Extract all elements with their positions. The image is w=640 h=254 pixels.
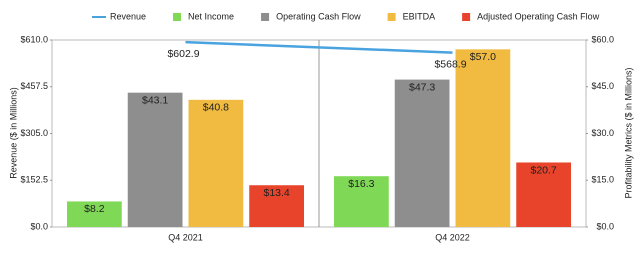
x-tick-label: Q4 2021 xyxy=(168,232,203,242)
legend-label: Operating Cash Flow xyxy=(276,11,361,21)
y-tick-label: $305.0 xyxy=(20,128,48,138)
bar-value-label: $8.2 xyxy=(84,203,105,215)
bar xyxy=(127,92,183,228)
x-tick-label: Q4 2022 xyxy=(435,232,470,242)
legend-swatch xyxy=(387,13,396,21)
bar-value-label: $13.4 xyxy=(263,187,289,199)
line-value-label: $602.9 xyxy=(167,48,199,60)
y-axis-label: Revenue ($ in Millions) xyxy=(8,87,18,179)
y-tick-label: $610.0 xyxy=(20,34,48,44)
bar-value-label: $20.7 xyxy=(530,164,556,176)
bar xyxy=(455,49,511,227)
y2-tick-label: $15.0 xyxy=(591,175,614,185)
y-tick-label: $152.5 xyxy=(20,175,48,185)
line-value-label: $568.9 xyxy=(434,58,466,70)
legend-label: Revenue xyxy=(110,11,146,21)
y-tick-label: $457.5 xyxy=(20,81,48,91)
bar xyxy=(394,79,450,227)
legend-swatch xyxy=(261,13,270,21)
bar-value-label: $57.0 xyxy=(470,51,496,63)
y2-axis-label: Profitability Metrics ($ in Millions) xyxy=(623,67,633,198)
bar xyxy=(334,176,389,227)
bar xyxy=(249,185,304,227)
y2-tick-label: $45.0 xyxy=(591,81,614,91)
y2-tick-label: $60.0 xyxy=(591,34,614,44)
legend-label: Adjusted Operating Cash Flow xyxy=(477,11,600,21)
y-tick-label: $0.0 xyxy=(30,221,48,231)
bar-value-label: $43.1 xyxy=(142,94,168,106)
y2-tick-label: $30.0 xyxy=(591,128,614,138)
bar xyxy=(188,99,244,227)
legend-swatch xyxy=(462,13,471,21)
y2-tick-label: $0.0 xyxy=(596,221,614,231)
legend-label: Net Income xyxy=(188,11,234,21)
legend-swatch xyxy=(173,13,182,21)
bar-value-label: $40.8 xyxy=(203,102,229,114)
legend-label: EBITDA xyxy=(403,11,436,21)
bar-value-label: $16.3 xyxy=(348,178,374,190)
bar xyxy=(67,201,122,227)
bar-value-label: $47.3 xyxy=(409,81,435,93)
bar xyxy=(516,162,571,227)
line xyxy=(185,40,453,54)
